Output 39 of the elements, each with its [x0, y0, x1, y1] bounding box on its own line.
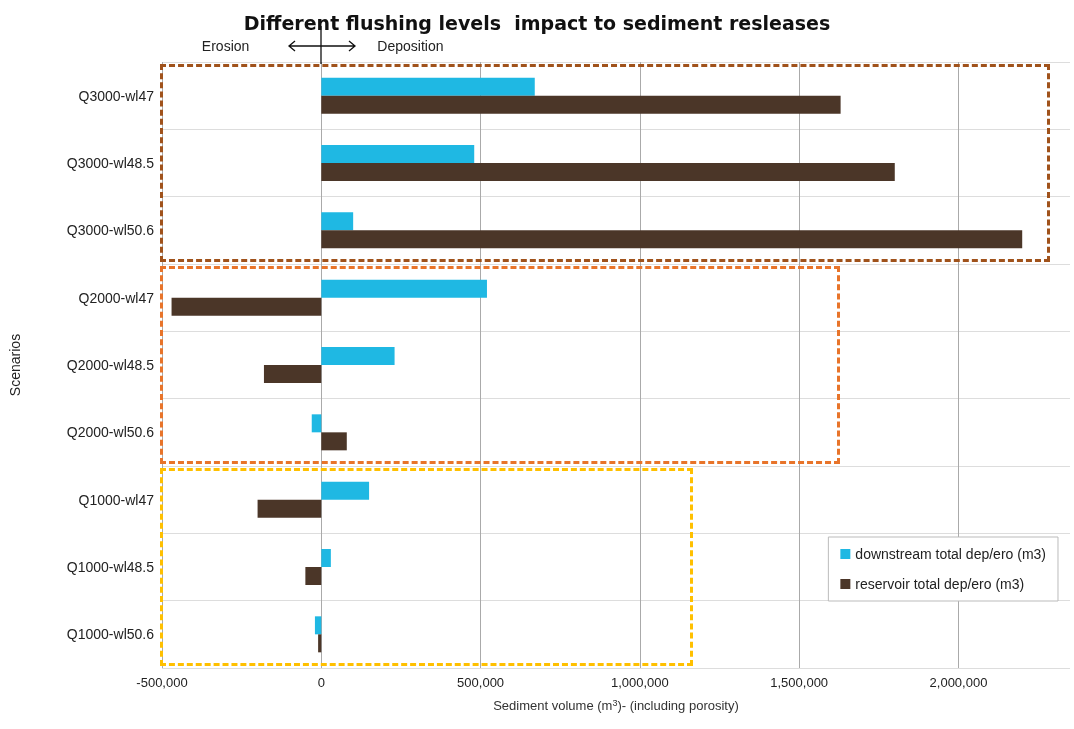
bar — [263, 365, 322, 383]
bar — [321, 549, 331, 567]
bar — [318, 634, 322, 653]
bar — [314, 616, 322, 635]
bar — [311, 414, 322, 433]
x-tick-label: 0 — [317, 675, 325, 690]
bar — [321, 77, 535, 96]
legend-label: downstream total dep/ero (m3) — [855, 546, 1046, 562]
text: Deposition — [377, 38, 444, 54]
bar — [257, 499, 322, 518]
bar — [321, 347, 395, 365]
bar — [321, 163, 895, 181]
x-tick-label: 2,000,000 — [929, 675, 988, 690]
y-tick-label: Q3000-wl50.6 — [66, 222, 155, 239]
bar — [321, 230, 1023, 249]
y-tick-label: Q1000-wl48.5 — [66, 559, 155, 575]
bar — [321, 481, 370, 500]
legend-label: reservoir total dep/ero (m3) — [855, 576, 1025, 592]
y-tick-label: Q2000-wl47 — [78, 289, 155, 306]
bar — [321, 212, 354, 231]
chart-title: Different flushing levels impact to sediment resleases — [243, 11, 831, 34]
text: Erosion — [201, 38, 250, 54]
bar — [305, 567, 322, 585]
x-tick-label: 1,000,000 — [610, 675, 669, 690]
x-tick-label: 500,000 — [457, 675, 505, 690]
y-tick-label: Q1000-wl50.6 — [66, 626, 155, 643]
y-tick-label: Q2000-wl50.6 — [66, 424, 155, 441]
y-tick-label: Q3000-wl48.5 — [66, 155, 155, 171]
bar — [321, 145, 475, 163]
x-tick-label: 1,500,000 — [770, 675, 829, 690]
bar — [171, 297, 322, 316]
y-tick-label: Q3000-wl47 — [78, 87, 155, 104]
y-tick-label: Q1000-wl47 — [78, 491, 155, 508]
bar — [321, 279, 487, 298]
y-axis-title: Scenarios — [7, 333, 23, 397]
bar — [321, 432, 347, 451]
x-tick-label: -500,000 — [136, 675, 188, 690]
bar — [321, 95, 841, 114]
y-tick-label: Q2000-wl48.5 — [66, 357, 155, 373]
